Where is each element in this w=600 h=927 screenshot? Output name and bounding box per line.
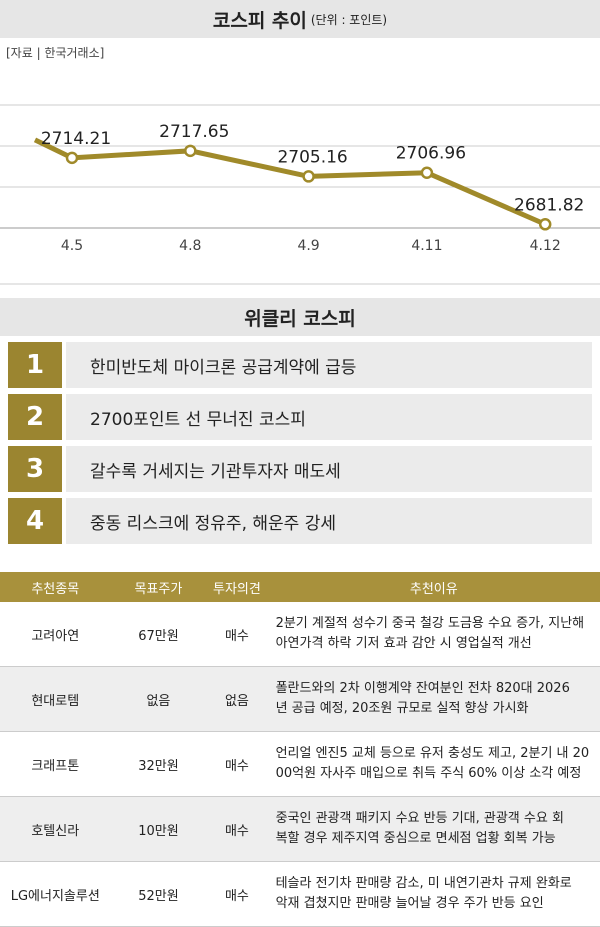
header-cell: 목표주가 xyxy=(110,572,207,602)
cell: 매수 xyxy=(206,796,268,862)
value-label: 2706.96 xyxy=(396,144,466,164)
header-cell: 투자의견 xyxy=(206,572,268,602)
reason-line: 2분기 계절적 성수기 중국 철강 도금용 수요 증가, 지난해 xyxy=(275,616,585,631)
cell: 매수 xyxy=(206,602,268,667)
list-item: 3 갈수록 거세지는 기관투자자 매도세 xyxy=(8,446,592,492)
value-label: 2714.21 xyxy=(41,129,111,149)
x-tick-label: 4.9 xyxy=(297,238,319,254)
table-row: 현대로템 없음 없음 폴란드와의 2차 이행계약 잔여분인 전차 820대 2026 년… xyxy=(0,666,600,732)
cell: 없음 xyxy=(206,666,268,732)
cell: 크래프톤 xyxy=(0,731,111,797)
weekly: 위클리 코스피 1 한미반도체 마이크론 공급계약에 급등 2 2700포인트 선 무… xyxy=(0,298,600,544)
list-item: 1 한미반도체 마이크론 공급계약에 급등 xyxy=(8,342,592,388)
reason-line: 복할 경우 제주지역 중심으로 면세점 업황 회복 가능 xyxy=(275,831,556,846)
item-text: 중동 리스크에 정유주, 해운주 강세 xyxy=(66,498,592,544)
header-row: 추천종목 목표주가 투자의견 추천이유 xyxy=(0,572,600,602)
table: 추천종목 목표주가 투자의견 추천이유 고려아연 67만원 매수 2분기 계절적 성수기 중국… xyxy=(0,572,600,927)
value-label: 2681.82 xyxy=(514,195,584,215)
reason-line: 년 공급 예정, 20조원 규모로 실적 향상 가시화 xyxy=(275,701,529,716)
rank: 1 xyxy=(8,342,62,388)
cell: 현대로템 xyxy=(0,666,111,732)
reason-line: 폴란드와의 2차 이행계약 잔여분인 전차 820대 2026 xyxy=(275,681,570,696)
point xyxy=(184,144,197,158)
reason-line: 악재 겹쳤지만 판매량 늘어날 경우 주가 반등 요인 xyxy=(275,896,544,911)
point xyxy=(65,151,79,165)
x-tick-label: 4.5 xyxy=(61,238,83,254)
chart-title: 코스피 추이 xyxy=(212,9,307,32)
table-row: 고려아연 67만원 매수 2분기 계절적 성수기 중국 철강 도금용 수요 증가, 지… xyxy=(0,602,600,667)
value-label: 2705.16 xyxy=(277,147,347,167)
reason-line: 언리얼 엔진5 교체 등으로 유저 충성도 제고, 2분기 내 20 xyxy=(275,746,590,761)
line xyxy=(33,137,547,227)
reason-line: 00억원 자사주 매입으로 취득 주식 60% 이상 소각 예정 xyxy=(275,766,582,781)
item-text: 2700포인트 선 무너진 코스피 xyxy=(66,394,592,440)
rank: 3 xyxy=(8,446,62,492)
reason-cell: 언리얼 엔진5 교체 등으로 유저 충성도 제고, 2분기 내 20 00억원 자… xyxy=(267,731,600,797)
header-cell: 추천이유 xyxy=(267,572,600,602)
rank: 2 xyxy=(8,394,62,440)
cell: LG에너지솔루션 xyxy=(0,861,111,927)
list-item: 4 중동 리스크에 정유주, 해운주 강세 xyxy=(8,498,592,544)
table-row: 크래프톤 32만원 매수 언리얼 엔진5 교체 등으로 유저 충성도 제고, 2분기 … xyxy=(0,731,600,797)
cell: 매수 xyxy=(206,731,268,797)
reason-line: 중국인 관광객 패키지 수요 반등 기대, 관광객 수요 회 xyxy=(275,811,564,826)
point xyxy=(302,170,315,183)
cell: 고려아연 xyxy=(0,602,111,667)
item-text: 갈수록 거세지는 기관투자자 매도세 xyxy=(66,446,592,492)
title-bar: 코스피 추이 (단위 : 포인트) xyxy=(0,0,600,38)
x-tick-label: 4.12 xyxy=(530,238,561,254)
chart: 2714.21 4.5 2717.65 4.8 2705.16 4.9 2706.96 4.1… xyxy=(0,104,600,285)
cell: 매수 xyxy=(206,861,268,927)
value-label: 2717.65 xyxy=(159,122,229,142)
cell: 67만원 xyxy=(110,602,207,667)
x-tick-label: 4.8 xyxy=(179,238,201,254)
weekly-title-text: 위클리 코스피 xyxy=(244,307,356,330)
cell: 호텔신라 xyxy=(0,796,111,862)
subtitle: (단위 : 포인트) xyxy=(310,12,388,27)
reason-cell: 폴란드와의 2차 이행계약 잔여분인 전차 820대 2026 년 공급 예정, … xyxy=(267,666,600,732)
list-item: 2 2700포인트 선 무너진 코스피 xyxy=(8,394,592,440)
source: [자료 | 한국거래소] xyxy=(6,46,105,60)
point xyxy=(420,166,434,179)
reason-line: 테슬라 전기차 판매량 감소, 미 내연기관차 규제 완화로 xyxy=(275,876,572,891)
reason-line: 아연가격 하락 기저 효과 감안 시 영업실적 개선 xyxy=(275,636,532,651)
rank: 4 xyxy=(8,498,62,544)
point xyxy=(538,218,552,231)
item-text: 한미반도체 마이크론 공급계약에 급등 xyxy=(66,342,592,388)
cell: 10만원 xyxy=(110,796,207,862)
cell: 없음 xyxy=(110,666,207,732)
weekly-title: 위클리 코스피 xyxy=(0,298,600,336)
table-row: 호텔신라 10만원 매수 중국인 관광객 패키지 수요 반등 기대, 관광객 수요 회… xyxy=(0,796,600,862)
header-cell: 추천종목 xyxy=(0,572,111,602)
cell: 32만원 xyxy=(110,731,207,797)
x-tick-label: 4.11 xyxy=(411,238,442,254)
